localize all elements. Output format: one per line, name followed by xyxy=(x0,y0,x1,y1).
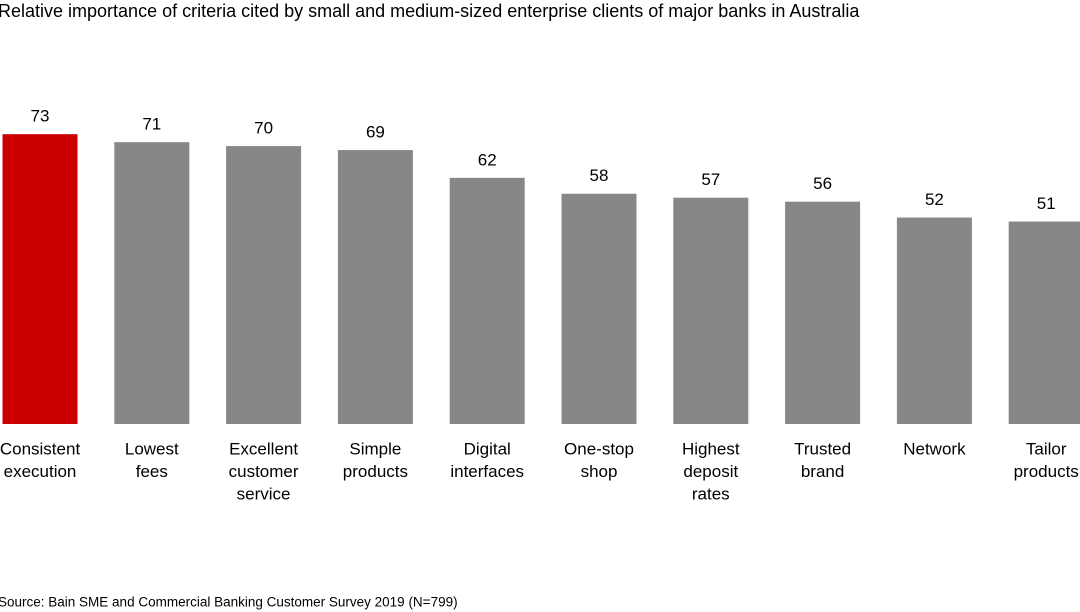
bar xyxy=(561,193,637,424)
value-label: 71 xyxy=(142,115,161,134)
bar xyxy=(337,150,413,424)
x-tick-label: deposit xyxy=(683,462,738,481)
value-label: 57 xyxy=(701,170,720,189)
x-tick-label: shop xyxy=(581,462,618,481)
x-tick-label: products xyxy=(1014,462,1079,481)
x-tick-label: Tailor xyxy=(1026,439,1067,458)
bar xyxy=(2,134,78,424)
x-tick-label: Lowest xyxy=(125,439,179,458)
source-note: Source: Bain SME and Commercial Banking … xyxy=(0,595,458,610)
x-tick-label: customer xyxy=(229,462,299,481)
x-tick-label: fees xyxy=(136,462,168,481)
x-tick-label: One-stop xyxy=(564,439,634,458)
value-label: 51 xyxy=(1037,194,1056,213)
x-tick-label: Highest xyxy=(682,439,740,458)
bar xyxy=(673,197,749,424)
x-tick-label: products xyxy=(343,462,408,481)
x-tick-label: Simple xyxy=(349,439,401,458)
bar xyxy=(449,177,525,424)
bar xyxy=(785,201,861,424)
x-tick-label: Trusted xyxy=(794,439,851,458)
bar xyxy=(226,146,302,424)
x-tick-label: service xyxy=(237,484,291,503)
x-tick-label: Digital xyxy=(464,439,511,458)
bar xyxy=(896,217,972,424)
value-label: 69 xyxy=(366,123,385,142)
x-tick-label: rates xyxy=(692,484,730,503)
value-label: 58 xyxy=(590,166,609,185)
value-label: 56 xyxy=(813,174,832,193)
value-label: 70 xyxy=(254,119,273,138)
x-tick-label: Network xyxy=(903,439,966,458)
bar xyxy=(114,142,190,424)
x-tick-label: Consistent xyxy=(0,439,80,458)
x-tick-label: brand xyxy=(801,462,844,481)
value-label: 62 xyxy=(478,150,497,169)
value-label: 52 xyxy=(925,190,944,209)
x-tick-label: interfaces xyxy=(450,462,524,481)
x-tick-label: Excellent xyxy=(229,439,298,458)
value-label: 73 xyxy=(31,107,50,126)
chart-title: Relative importance of criteria cited by… xyxy=(0,1,860,21)
bar xyxy=(1008,221,1080,424)
x-tick-label: execution xyxy=(4,462,77,481)
